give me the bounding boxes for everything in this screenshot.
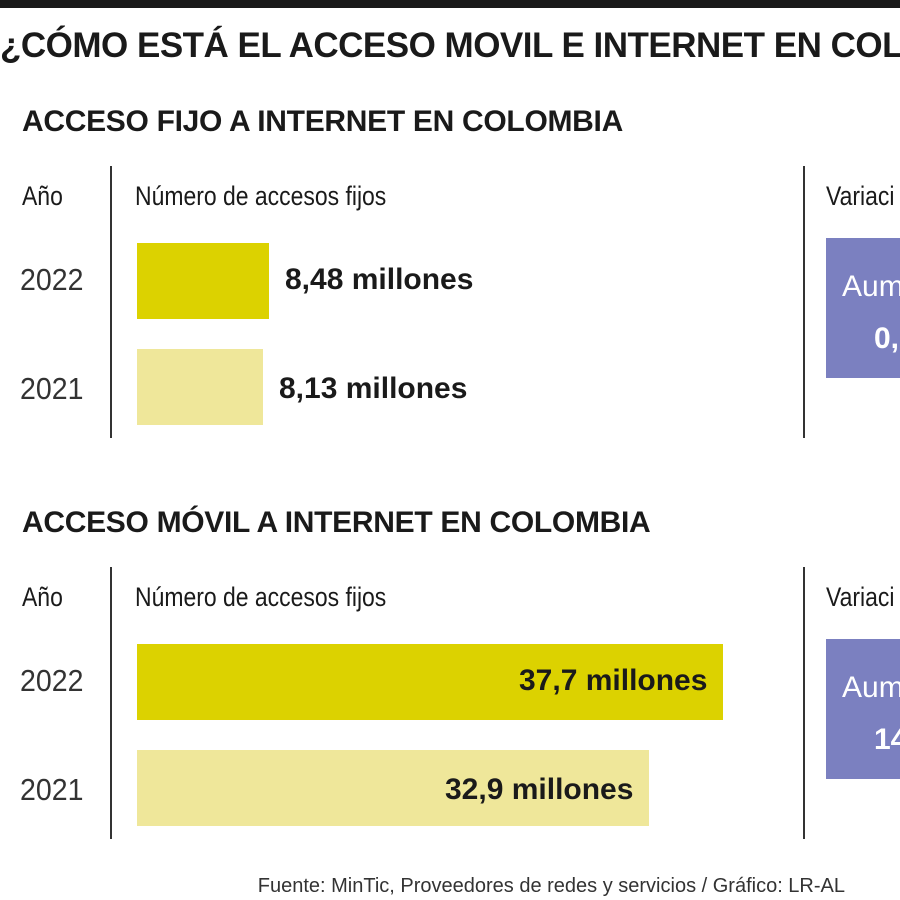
chart-fixed-access: ACCESO FIJO A INTERNET EN COLOMBIA Año N… [0, 102, 900, 438]
year-label-2021: 2021 [20, 371, 84, 406]
variation-column-header: Variaci [826, 181, 895, 211]
bar-value-label-2021: 8,13 millones [279, 372, 468, 405]
variation-text: Aum [842, 671, 900, 704]
divider-right [803, 166, 805, 438]
bar-2021 [137, 750, 649, 826]
chart-title: ACCESO FIJO A INTERNET EN COLOMBIA [22, 105, 623, 138]
variation-text: Aum [842, 270, 900, 303]
number-column-header: Número de accesos fijos [135, 582, 387, 612]
bar-value-label-2022: 37,7 millones [519, 664, 708, 697]
year-label-2022: 2022 [20, 262, 84, 297]
bar-value-label-2022: 8,48 millones [285, 263, 474, 296]
page-title: ¿CÓMO ESTÁ EL ACCESO MOVIL E INTERNET EN… [0, 26, 900, 65]
chart-mobile-access: ACCESO MÓVIL A INTERNET EN COLOMBIA Año … [0, 503, 900, 839]
bar-2021 [137, 349, 263, 425]
number-column-header: Número de accesos fijos [135, 181, 387, 211]
year-column-header: Año [22, 582, 63, 612]
variation-column-header: Variaci [826, 582, 895, 612]
source-credit: Fuente: MinTic, Proveedores de redes y s… [257, 875, 845, 897]
year-column-header: Año [22, 181, 63, 211]
variation-box: Aum 0, [826, 238, 900, 378]
chart-title: ACCESO MÓVIL A INTERNET EN COLOMBIA [22, 506, 651, 539]
year-label-2021: 2021 [20, 772, 84, 807]
variation-value: 14 [874, 723, 900, 756]
divider-right [803, 567, 805, 839]
top-rule [0, 0, 900, 8]
year-label-2022: 2022 [20, 663, 84, 698]
variation-value: 0, [874, 322, 900, 355]
bar-value-label-2021: 32,9 millones [445, 773, 634, 806]
bar-2022 [137, 243, 269, 319]
bar-2022 [137, 644, 723, 720]
variation-box: Aum 14 [826, 639, 900, 779]
divider-left [110, 166, 112, 438]
divider-left [110, 567, 112, 839]
